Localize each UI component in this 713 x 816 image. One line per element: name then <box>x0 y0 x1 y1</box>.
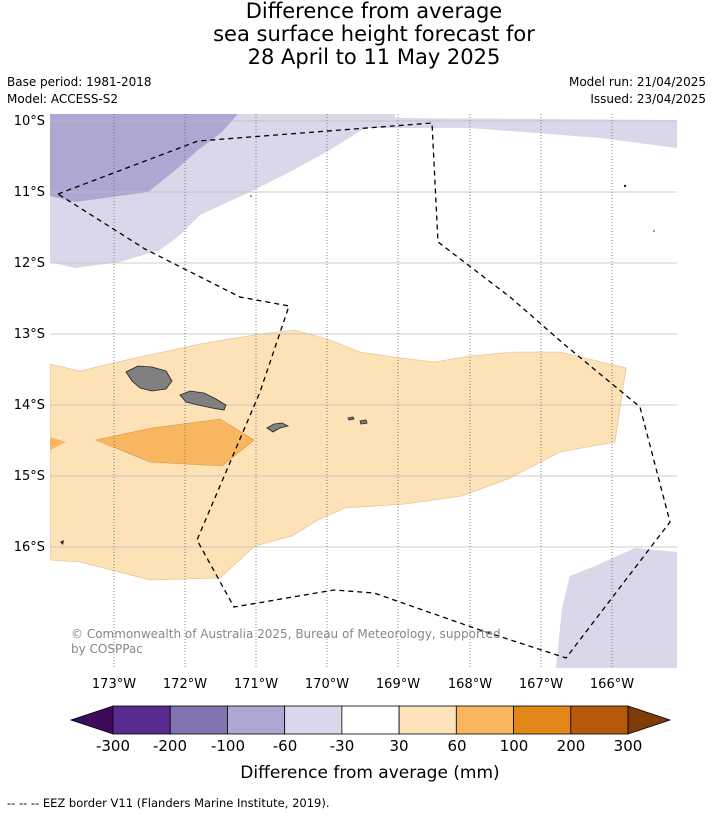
lon-label: 168°W <box>448 677 492 692</box>
colorbar-tick: 100 <box>500 737 529 755</box>
colorbar-tick: 30 <box>389 737 408 755</box>
colorbar-extension-high <box>627 705 672 735</box>
island-small-southwest <box>60 540 64 545</box>
anomaly-region-orange <box>94 418 255 467</box>
colorbar-bin <box>112 705 171 735</box>
colorbar-bin <box>570 705 629 735</box>
colorbar-tick: -30 <box>330 737 355 755</box>
lat-label: 11°S <box>14 185 45 200</box>
colorbar-tick: -200 <box>153 737 187 755</box>
lon-label: 172°W <box>163 677 207 692</box>
colorbar-tick: -100 <box>211 737 245 755</box>
longitude-labels: 173°W 172°W 171°W 170°W 169°W 168°W 167°… <box>92 677 634 692</box>
island-manua-1 <box>347 416 355 421</box>
colorbar-bin <box>513 705 572 735</box>
lat-label: 15°S <box>14 469 45 484</box>
issued-text: Issued: 23/04/2025 <box>590 92 706 106</box>
island-swains <box>623 184 627 188</box>
colorbar-label: Difference from average (mm) <box>240 763 499 783</box>
island-upolu <box>179 390 227 411</box>
eez-footnote: -- -- -- EEZ border V11 (Flanders Marine… <box>7 796 330 810</box>
colorbar-tick: 200 <box>557 737 586 755</box>
copyright-line-1: © Commonwealth of Australia 2025, Bureau… <box>71 627 501 641</box>
anomaly-region-orange-edge <box>50 437 66 450</box>
colorbar-bin <box>169 705 228 735</box>
lat-label: 16°S <box>14 540 45 555</box>
meta-right: Model run: 21/04/2025 Issued: 23/04/2025 <box>569 74 706 108</box>
anomaly-region-light-purple-southeast <box>556 548 677 668</box>
colorbar-tick: -60 <box>273 737 298 755</box>
colorbar-tick-labels: -300 -200 -100 -60 -30 30 60 100 200 300 <box>96 737 642 755</box>
map-area: © Commonwealth of Australia 2025, Bureau… <box>50 114 677 668</box>
colorbar-tick: 60 <box>447 737 466 755</box>
chart-title: Difference from average sea surface heig… <box>0 0 713 69</box>
lat-label: 10°S <box>14 114 45 129</box>
lon-label: 166°W <box>590 677 634 692</box>
latitude-gridlines <box>50 120 677 548</box>
colorbar-bin <box>284 705 343 735</box>
island-tutuila <box>266 422 290 433</box>
colorbar-extension-low <box>69 705 114 735</box>
anomaly-region-light-purple-north <box>50 114 677 268</box>
copyright-line-2: by COSPPac <box>71 642 143 656</box>
lat-label: 14°S <box>14 398 45 413</box>
model-run-text: Model run: 21/04/2025 <box>568 75 706 89</box>
lon-label: 173°W <box>92 677 136 692</box>
lat-label: 12°S <box>14 256 45 271</box>
island-savaii <box>125 365 173 392</box>
lon-label: 171°W <box>234 677 278 692</box>
lat-label: 13°S <box>14 327 45 342</box>
colorbar-bin <box>227 705 286 735</box>
base-period-text: Base period: 1981-2018 <box>7 75 152 89</box>
island-small-north <box>250 195 252 197</box>
longitude-gridlines <box>113 114 613 668</box>
colorbar-tick: -300 <box>96 737 130 755</box>
model-text: Model: ACCESS-S2 <box>7 92 119 106</box>
anomaly-region-medium-purple <box>50 114 238 202</box>
eez-boundary <box>56 122 671 659</box>
colorbar-tick: 300 <box>614 737 643 755</box>
lon-label: 169°W <box>376 677 420 692</box>
lon-label: 167°W <box>519 677 563 692</box>
title-line-3: 28 April to 11 May 2025 <box>247 45 501 69</box>
colorbar-bin <box>398 705 457 735</box>
island-manua-2 <box>359 419 368 425</box>
latitude-labels: 10°S 11°S 12°S 13°S 14°S 15°S 16°S <box>14 114 45 555</box>
meta-left: Base period: 1981-2018 Model: ACCESS-S2 <box>7 74 152 108</box>
colorbar <box>69 705 672 735</box>
lon-label: 170°W <box>305 677 349 692</box>
colorbar-bin <box>341 705 400 735</box>
colorbar-bin <box>455 705 514 735</box>
title-line-1: Difference from average <box>245 0 503 23</box>
island-small-east <box>653 230 655 232</box>
title-line-2: sea surface height forecast for <box>213 22 535 46</box>
